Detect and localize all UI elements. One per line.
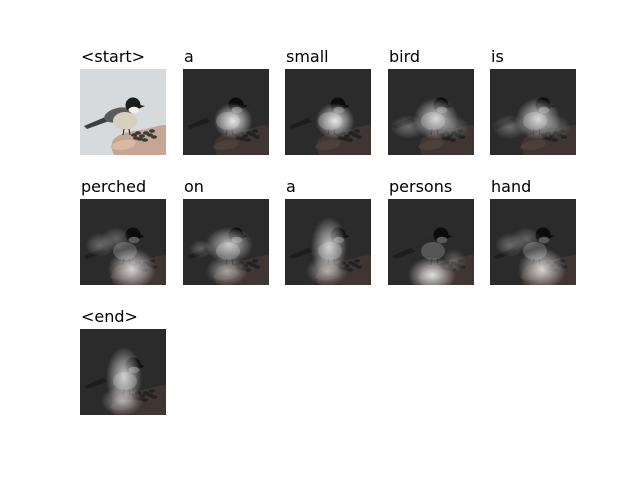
attention-highlight bbox=[101, 227, 131, 251]
attention-map bbox=[490, 199, 576, 285]
seed-mark bbox=[254, 135, 260, 139]
bird-cheek bbox=[129, 107, 140, 113]
attention-map bbox=[285, 69, 371, 155]
attention-highlight bbox=[541, 115, 571, 139]
word-label: perched bbox=[80, 177, 158, 198]
word-label: bird bbox=[388, 47, 432, 68]
attention-map bbox=[388, 199, 474, 285]
attention-highlight bbox=[206, 256, 248, 285]
attention-map bbox=[388, 69, 474, 155]
bird-belly bbox=[113, 112, 137, 130]
attention-map bbox=[183, 69, 269, 155]
attention-highlight bbox=[492, 115, 528, 139]
caption-step-small: small bbox=[285, 69, 371, 155]
seed-mark bbox=[252, 129, 258, 133]
attention-highlight bbox=[189, 240, 213, 258]
original-photo bbox=[80, 69, 166, 155]
seed-mark bbox=[354, 259, 360, 263]
caption-step-bird: bird bbox=[388, 69, 474, 155]
bird-cheek bbox=[437, 237, 448, 243]
seed-mark bbox=[142, 138, 148, 142]
caption-step-start: <start> bbox=[80, 69, 166, 155]
caption-step-perched: perched bbox=[80, 199, 166, 285]
attention-highlight bbox=[306, 256, 348, 285]
attention-highlight bbox=[214, 103, 253, 139]
attention-map bbox=[80, 199, 166, 285]
caption-step-a: a bbox=[183, 69, 269, 155]
thumbnail-graphic bbox=[80, 69, 166, 155]
caption-step-hand: hand bbox=[490, 199, 576, 285]
word-label: persons bbox=[388, 177, 464, 198]
thumbnail-graphic bbox=[183, 199, 269, 285]
thumbnail-graphic bbox=[490, 69, 576, 155]
attention-highlight bbox=[511, 227, 541, 251]
seed-mark bbox=[149, 129, 155, 133]
attention-highlight bbox=[316, 103, 355, 139]
word-label: a bbox=[285, 177, 308, 198]
word-label: hand bbox=[490, 177, 543, 198]
caption-step-end: <end> bbox=[80, 329, 166, 415]
seed-mark bbox=[347, 138, 353, 142]
seed-mark bbox=[245, 138, 251, 142]
thumbnail-graphic bbox=[80, 329, 166, 415]
attention-highlight bbox=[390, 115, 426, 139]
word-label: is bbox=[490, 47, 516, 68]
seed-mark bbox=[254, 265, 260, 269]
attention-highlight bbox=[442, 249, 466, 273]
caption-step-persons: persons bbox=[388, 199, 474, 285]
caption-step-a-2: a bbox=[285, 199, 371, 285]
attention-map bbox=[285, 199, 371, 285]
thumbnail-graphic bbox=[388, 69, 474, 155]
attention-map bbox=[183, 199, 269, 285]
thumbnail-graphic bbox=[285, 199, 371, 285]
attention-map bbox=[490, 69, 576, 155]
seed-mark bbox=[354, 129, 360, 133]
word-label: on bbox=[183, 177, 216, 198]
word-label: <start> bbox=[80, 47, 157, 68]
seed-mark bbox=[149, 389, 155, 393]
caption-step-on: on bbox=[183, 199, 269, 285]
seed-mark bbox=[356, 135, 362, 139]
thumbnail-graphic bbox=[183, 69, 269, 155]
thumbnail-graphic bbox=[80, 199, 166, 285]
seed-mark bbox=[252, 259, 258, 263]
word-label: small bbox=[285, 47, 341, 68]
thumbnail-graphic bbox=[490, 199, 576, 285]
attention-highlight bbox=[439, 115, 469, 139]
attention-highlight bbox=[101, 386, 143, 415]
thumbnail-graphic bbox=[285, 69, 371, 155]
seed-mark bbox=[133, 136, 139, 140]
thumbnail-graphic bbox=[388, 199, 474, 285]
word-label: <end> bbox=[80, 307, 150, 328]
seed-mark bbox=[135, 131, 141, 135]
word-label: a bbox=[183, 47, 206, 68]
seed-mark bbox=[151, 135, 157, 139]
seed-mark bbox=[151, 395, 157, 399]
caption-step-is: is bbox=[490, 69, 576, 155]
seed-mark bbox=[356, 265, 362, 269]
attention-map bbox=[80, 329, 166, 415]
